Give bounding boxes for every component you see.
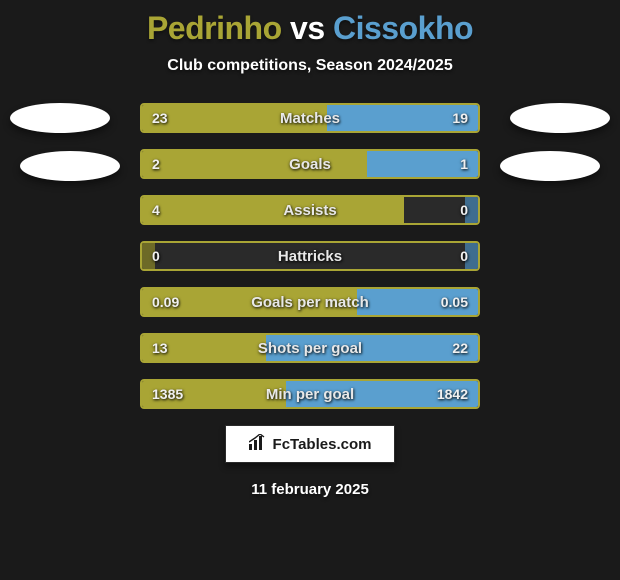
stats-block: 2319Matches 21Goals 40Assists 00Hattricks 0.… — [0, 103, 620, 409]
player2-avatar-secondary — [500, 151, 600, 181]
page-title: Pedrinho vs Cissokho — [0, 10, 620, 47]
stat-row: 2319Matches — [140, 103, 480, 133]
stat-row: 1322Shots per goal — [140, 333, 480, 363]
stat-label: Assists — [142, 197, 478, 223]
branding-box: FcTables.com — [225, 425, 395, 463]
subtitle: Club competitions, Season 2024/2025 — [0, 57, 620, 75]
stat-row: 00Hattricks — [140, 241, 480, 271]
bar-chart-icon — [249, 434, 267, 455]
title-vs: vs — [290, 10, 325, 46]
stat-rows: 2319Matches 21Goals 40Assists 00Hattricks 0.… — [140, 103, 480, 409]
player1-avatar-secondary — [20, 151, 120, 181]
player1-avatar — [10, 103, 110, 133]
stat-label: Min per goal — [142, 381, 478, 407]
title-player2: Cissokho — [333, 10, 473, 46]
stat-row: 40Assists — [140, 195, 480, 225]
stat-label: Hattricks — [142, 243, 478, 269]
branding-text: FcTables.com — [273, 436, 372, 453]
stat-row: 0.090.05Goals per match — [140, 287, 480, 317]
date-stamp: 11 february 2025 — [0, 481, 620, 498]
stat-label: Goals — [142, 151, 478, 177]
title-player1: Pedrinho — [147, 10, 282, 46]
stat-row: 21Goals — [140, 149, 480, 179]
stat-label: Matches — [142, 105, 478, 131]
comparison-infographic: Pedrinho vs Cissokho Club competitions, … — [0, 0, 620, 580]
stat-row: 13851842Min per goal — [140, 379, 480, 409]
player2-avatar — [510, 103, 610, 133]
stat-label: Shots per goal — [142, 335, 478, 361]
stat-label: Goals per match — [142, 289, 478, 315]
